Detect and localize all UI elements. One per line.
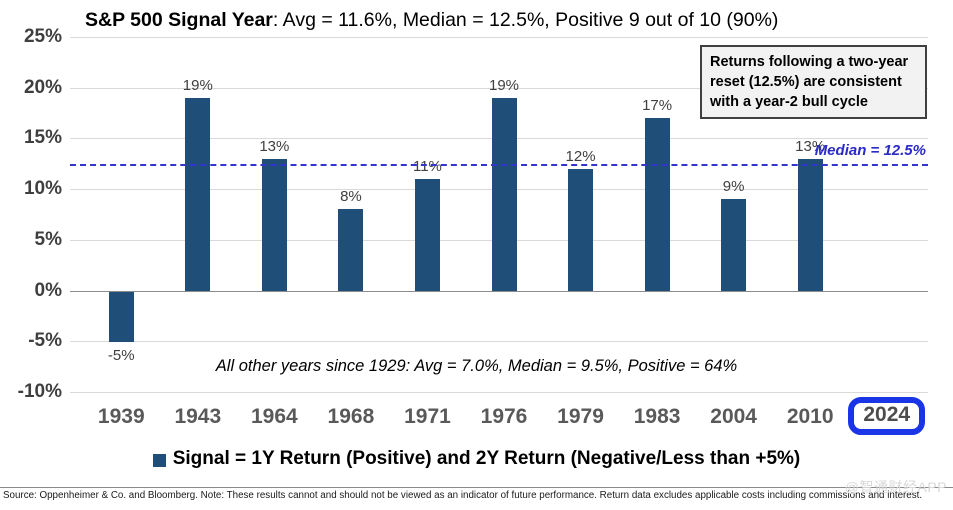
annotation-text: Returns following a two-year reset (12.5… (710, 54, 909, 110)
watermark: @智通财经APP (844, 479, 947, 495)
bar-1976 (491, 97, 517, 291)
bar-2004 (721, 199, 747, 291)
bar-value-label-1971: 11% (412, 158, 442, 175)
footer-divider (0, 487, 953, 488)
gridline-20 (70, 87, 928, 89)
bar-1968 (338, 209, 364, 291)
bar-1971 (414, 179, 440, 291)
x-tick-label-1939: 1939 (97, 405, 145, 428)
annotation-callout: Returns following a two-year reset (12.5… (700, 45, 927, 119)
bar-value-label-1964: 13% (259, 137, 290, 155)
bar-2010 (797, 158, 823, 291)
footer-source-note: Source: Oppenheimer & Co. and Bloomberg.… (3, 490, 923, 501)
median-label: Median = 12.5% (814, 141, 926, 159)
y-tick-label--10: -10% (17, 381, 62, 402)
gridline--5 (70, 341, 928, 343)
bar-value-label-1979: 12% (565, 147, 596, 165)
x-tick-label-1983: 1983 (633, 405, 681, 428)
legend-label: Signal = 1Y Return (Positive) and 2Y Ret… (172, 448, 801, 469)
bar-1939 (108, 291, 134, 343)
x-tick-label-2004: 2004 (710, 405, 757, 428)
gridline-0 (70, 290, 928, 292)
y-tick-label-0: 0% (34, 279, 62, 301)
legend: Signal = 1Y Return (Positive) and 2Y Ret… (0, 448, 953, 470)
bar-value-label-1939: -5% (107, 347, 135, 365)
x-tick-label-2024: 2024 (839, 397, 935, 435)
bar-value-label-2004: 9% (722, 178, 745, 196)
bar-value-label-1943: 19% (182, 76, 213, 94)
x-tick-label-1979: 1979 (557, 405, 604, 428)
chart-title-rest: : Avg = 11.6%, Median = 12.5%, Positive … (272, 9, 779, 31)
bar-value-label-1976: 19% (488, 76, 520, 94)
x-tick-label-1976: 1976 (480, 405, 528, 428)
y-tick-label-10: 10% (23, 178, 62, 200)
plot-area: -5% 19% 13% 8% 11% 19% 12% 17% 9% 13% Median = 12.… (70, 37, 928, 393)
bar-value-label-2010: 13% (795, 137, 826, 155)
y-tick-label-20: 20% (23, 76, 62, 98)
x-tick-label-2010: 2010 (786, 405, 834, 428)
y-tick-label--5: -5% (28, 330, 62, 352)
other-years-note: All other years since 1929: Avg = 7.0%, … (215, 357, 738, 375)
bar-value-label-1983: 17% (642, 97, 673, 115)
legend-swatch-icon (152, 453, 166, 467)
x-tick-label-1971: 1971 (404, 405, 451, 428)
x-tick-label-1968: 1968 (327, 405, 375, 428)
bar-1943 (185, 97, 211, 291)
y-tick-label-25: 25% (23, 26, 62, 47)
x-tick-label-1964: 1964 (251, 405, 298, 428)
highlighted-year-box: 2024 (848, 397, 926, 435)
gridline--10 (70, 392, 928, 393)
bar-value-label-1968: 8% (340, 188, 362, 206)
chart-title-bold: S&P 500 Signal Year (85, 9, 273, 31)
median-line (70, 163, 928, 166)
chart-title: S&P 500 Signal Year: Avg = 11.6%, Median… (85, 9, 778, 32)
gridline-25 (70, 37, 928, 38)
bar-1979 (568, 168, 594, 291)
bar-1964 (261, 158, 287, 291)
y-tick-label-15: 15% (23, 127, 62, 149)
x-tick-label-1943: 1943 (174, 405, 222, 428)
y-tick-label-5: 5% (34, 228, 62, 250)
bar-1983 (644, 118, 670, 291)
